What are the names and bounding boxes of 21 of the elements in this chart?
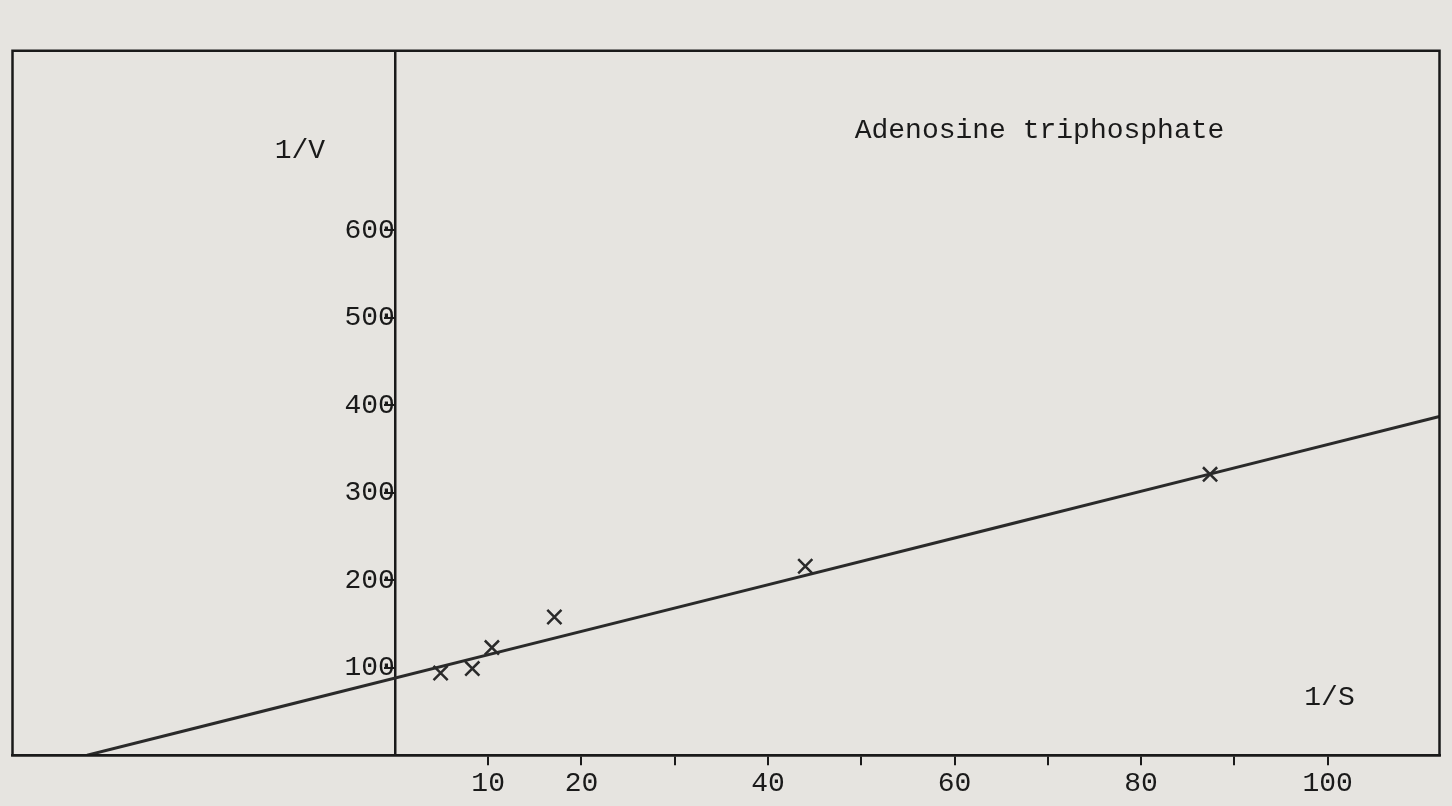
y-tick-label: 500 bbox=[344, 302, 395, 334]
point bbox=[432, 664, 449, 682]
y-tick-label: 300 bbox=[344, 477, 395, 509]
text: Adenosine triphosphate bbox=[854, 115, 1225, 147]
x-axis-title: 1/S bbox=[1304, 681, 1355, 713]
point bbox=[1201, 465, 1219, 483]
y-tick-label: 100 bbox=[344, 652, 395, 684]
x-tick-label: 40 bbox=[751, 768, 785, 800]
y-tick-label: 600 bbox=[344, 214, 395, 246]
y-axis-title: 1/V bbox=[274, 135, 326, 167]
x-tick-label: 100 bbox=[1302, 768, 1353, 800]
point bbox=[483, 639, 501, 656]
point bbox=[463, 660, 481, 677]
point bbox=[796, 557, 814, 575]
y-tick-label: 400 bbox=[344, 389, 395, 421]
x-tick-label: 10 bbox=[471, 768, 505, 800]
point bbox=[546, 608, 563, 626]
x-tick-label: 20 bbox=[564, 768, 599, 800]
y-tick-label: 200 bbox=[344, 564, 395, 596]
x-tick-label: 80 bbox=[1124, 768, 1158, 800]
x-tick-label: 60 bbox=[937, 768, 972, 800]
